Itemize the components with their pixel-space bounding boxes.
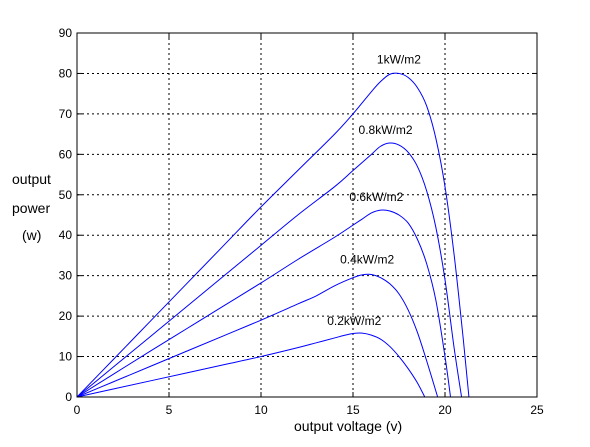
x-tick-label: 5 [166, 403, 173, 417]
y-tick-label: 60 [59, 147, 73, 161]
y-tick-label: 80 [59, 66, 73, 80]
curve-label-3: 0.4kW/m2 [340, 253, 394, 267]
y-tick-label: 70 [59, 107, 73, 121]
y-tick-label: 30 [59, 269, 73, 283]
y-tick-label: 20 [59, 309, 73, 323]
y-tick-label: 50 [59, 188, 73, 202]
curve-annotations: 1kW/m2 0.8kW/m2 0.6kW/m2 0.4kW/m2 0.2kW/m2 [327, 52, 421, 328]
y-axis-label-line-2: power [12, 200, 51, 216]
series-line-3 [76, 273, 439, 398]
curve-label-1: 0.8kW/m2 [359, 123, 413, 137]
y-tick-label: 40 [59, 228, 73, 242]
power-curves [76, 72, 470, 398]
y-axis-label-line-3: (w) [22, 227, 42, 243]
curve-label-0: 1kW/m2 [377, 52, 421, 66]
y-tick-label: 90 [59, 26, 73, 40]
series-line-4 [76, 332, 426, 398]
y-axis-label-line-1: output [12, 171, 51, 187]
series-line-1 [76, 142, 463, 398]
curve-label-2: 0.6kW/m2 [349, 190, 403, 204]
x-tick-label: 25 [530, 403, 544, 417]
plot-frame [76, 32, 538, 398]
series-line-2 [76, 209, 452, 398]
y-tick-label: 0 [65, 390, 72, 404]
x-tick-label: 0 [74, 403, 81, 417]
grid [77, 33, 537, 397]
x-tick-label: 15 [346, 403, 360, 417]
y-tick-label: 10 [59, 350, 73, 364]
x-tick-label: 20 [438, 403, 452, 417]
curve-label-4: 0.2kW/m2 [327, 314, 381, 328]
x-axis-label: output voltage (v) [294, 418, 403, 434]
axis-ticks: 0 5 10 15 20 25 0 10 20 30 40 50 60 70 80 90 [59, 26, 544, 417]
series-line-0 [76, 72, 470, 398]
x-tick-label: 10 [254, 403, 268, 417]
